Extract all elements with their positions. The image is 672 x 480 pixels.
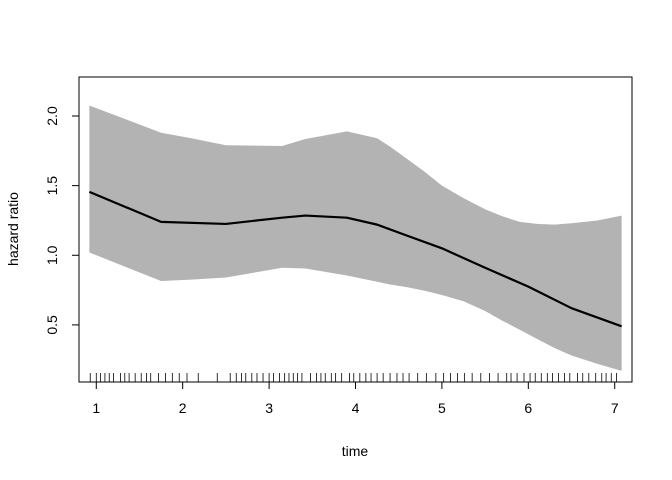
x-tick-label: 5 <box>438 400 446 416</box>
x-tick-label: 2 <box>179 400 187 416</box>
x-tick-label: 1 <box>92 400 100 416</box>
y-tick-label: 0.5 <box>44 315 60 335</box>
y-axis: 0.5 1.0 1.5 2.0 <box>44 106 80 335</box>
y-tick-label: 2.0 <box>44 106 60 126</box>
confidence-band-layer <box>89 105 622 371</box>
x-axis: 1 2 3 4 5 6 7 <box>92 381 619 416</box>
x-axis-title: time <box>342 443 369 459</box>
y-tick-label: 1.5 <box>44 176 60 196</box>
x-tick-label: 4 <box>352 400 360 416</box>
confidence-band <box>89 105 622 371</box>
x-tick-label: 7 <box>611 400 619 416</box>
x-tick-label: 3 <box>265 400 273 416</box>
x-tick-label: 6 <box>524 400 532 416</box>
hazard-ratio-line <box>88 190 623 328</box>
hazard-line-layer <box>88 190 623 328</box>
y-tick-label: 1.0 <box>44 245 60 265</box>
rug-layer <box>89 373 617 382</box>
y-axis-title: hazard ratio <box>5 192 21 266</box>
